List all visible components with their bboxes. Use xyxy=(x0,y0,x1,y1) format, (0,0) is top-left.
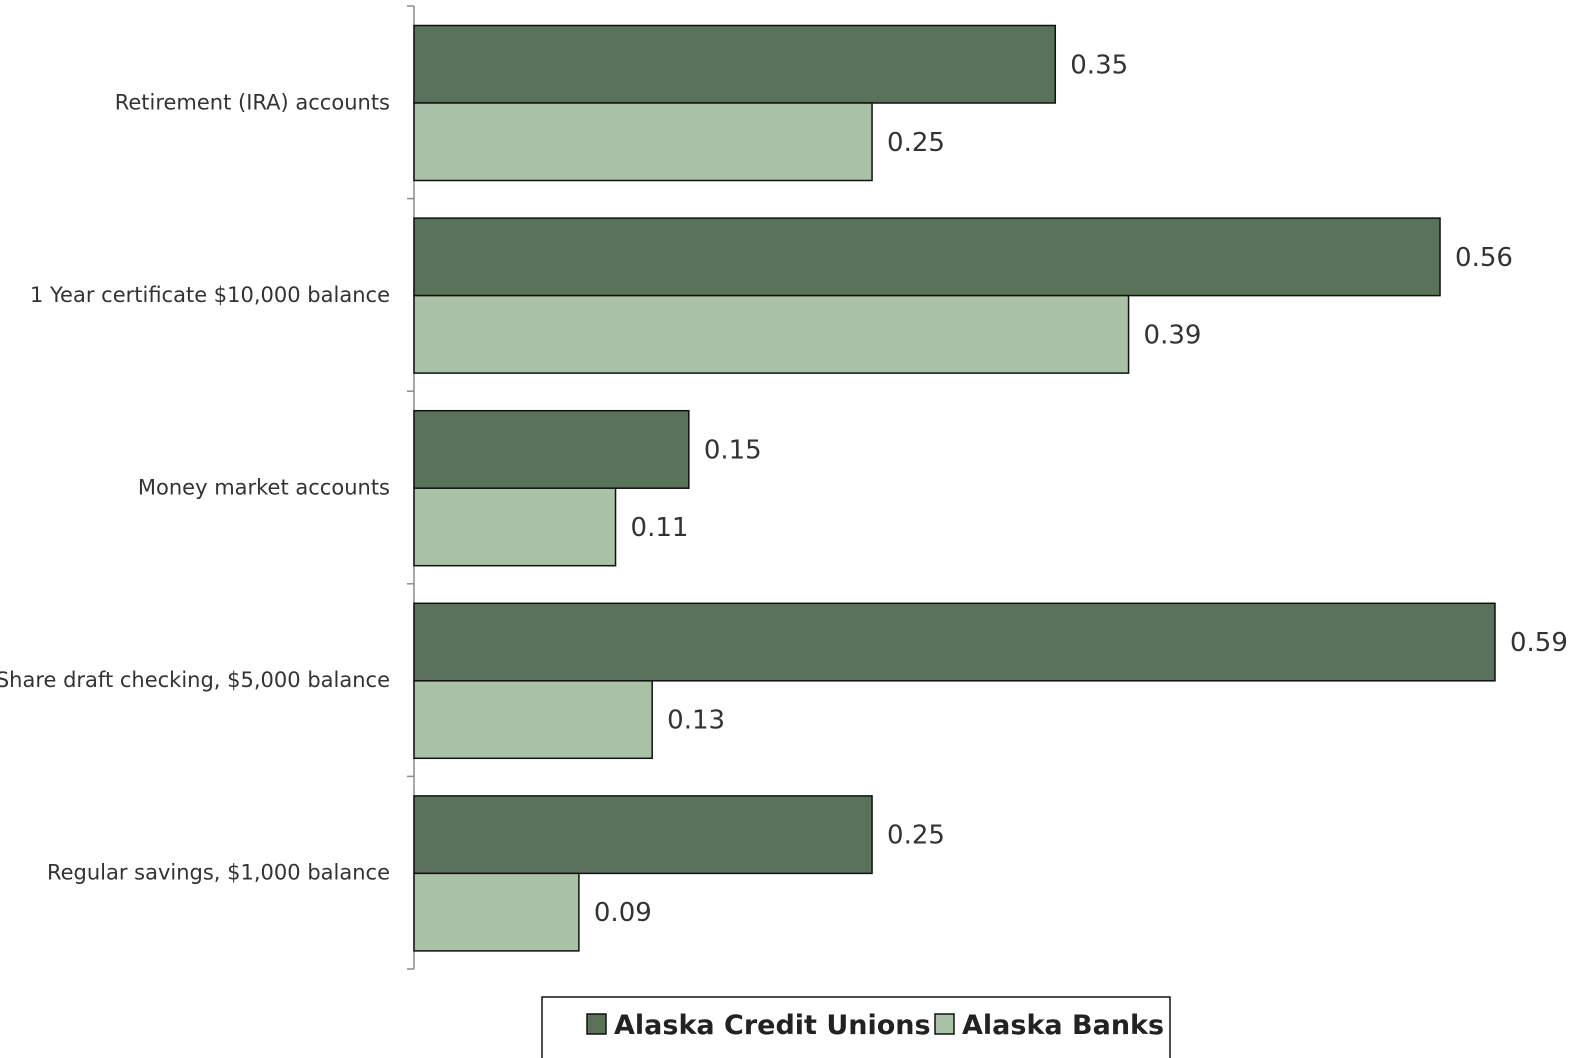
data-label: 0.25 xyxy=(887,128,945,158)
legend-swatch xyxy=(586,1013,607,1035)
category-label: Money market accounts xyxy=(138,476,390,500)
legend: Alaska Credit Unions Alaska Banks xyxy=(541,996,1171,1058)
bar-credit-unions xyxy=(413,217,1441,297)
legend-label: Alaska Credit Unions xyxy=(614,1010,931,1041)
data-label: 0.25 xyxy=(887,821,945,851)
category-label: 1 Year certificate $10,000 balance xyxy=(30,283,390,307)
category-label: Retirement (IRA) accounts xyxy=(115,90,390,114)
bar-credit-unions xyxy=(413,409,690,489)
bar-credit-unions xyxy=(413,795,873,875)
data-label: 0.39 xyxy=(1144,320,1202,350)
legend-box xyxy=(541,996,1171,1058)
bar-banks xyxy=(413,872,580,952)
data-label: 0.09 xyxy=(594,898,652,928)
bar-credit-unions xyxy=(413,24,1057,104)
bar-credit-unions xyxy=(413,602,1496,682)
legend-swatch xyxy=(934,1013,955,1035)
category-label: Regular savings, $1,000 balance xyxy=(47,861,390,885)
bar-banks xyxy=(413,294,1130,374)
data-label: 0.11 xyxy=(631,513,689,543)
data-label: 0.59 xyxy=(1510,628,1568,658)
bar-banks xyxy=(413,487,617,567)
data-label: 0.35 xyxy=(1070,50,1128,80)
data-label: 0.56 xyxy=(1455,243,1513,273)
legend-label: Alaska Banks xyxy=(962,1010,1164,1041)
category-label: Share draft checking, $5,000 balance xyxy=(0,668,390,692)
bar-banks xyxy=(413,680,653,760)
bar-banks xyxy=(413,102,873,182)
data-label: 0.13 xyxy=(667,706,725,736)
data-label: 0.15 xyxy=(704,435,762,465)
plot-area: Retirement (IRA) accounts 0.35 0.25 1 Year … xyxy=(0,5,1568,970)
